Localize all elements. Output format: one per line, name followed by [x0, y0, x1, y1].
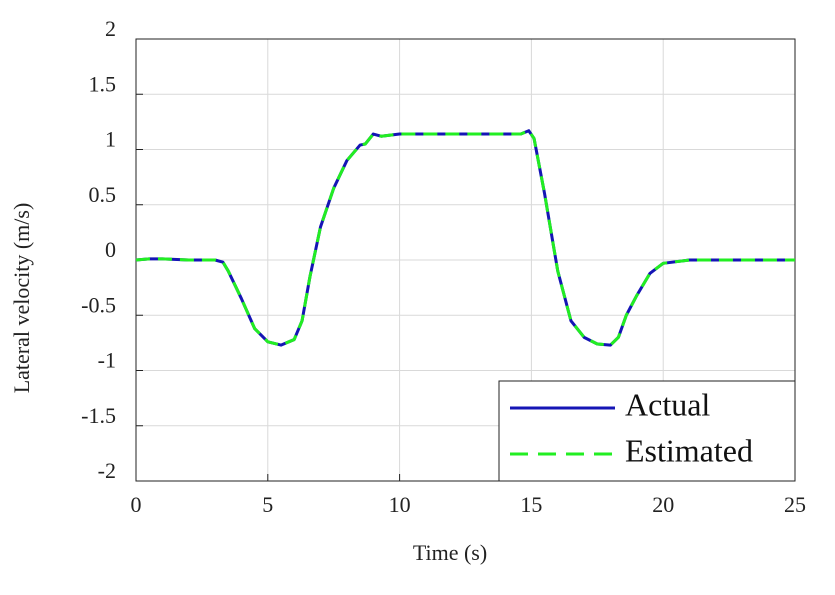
series-line [135, 129, 795, 347]
y-tick-label: 2 [105, 16, 116, 41]
y-tick-label: -1 [98, 348, 116, 373]
x-tick-label: 5 [262, 492, 273, 517]
x-axis-label: Time (s) [413, 540, 487, 565]
series-line [135, 129, 795, 347]
y-tick-label: 1.5 [89, 71, 117, 96]
x-tick-label: 15 [520, 492, 542, 517]
x-tick-label: 20 [652, 492, 674, 517]
legend-label: Actual [625, 386, 710, 422]
y-tick-label: -0.5 [81, 292, 116, 317]
y-axis-label: Lateral velocity (m/s) [9, 203, 34, 394]
y-tick-label: -2 [98, 458, 116, 483]
legend-label: Estimated [625, 432, 753, 468]
y-tick-label: -1.5 [81, 403, 116, 428]
x-tick-label: 10 [389, 492, 411, 517]
legend-box [498, 380, 796, 482]
y-tick-label: 0.5 [89, 182, 117, 207]
y-tick-label: 1 [105, 127, 116, 152]
x-tick-label: 0 [131, 492, 142, 517]
y-tick-label: 0 [105, 237, 116, 262]
x-tick-label: 25 [784, 492, 806, 517]
